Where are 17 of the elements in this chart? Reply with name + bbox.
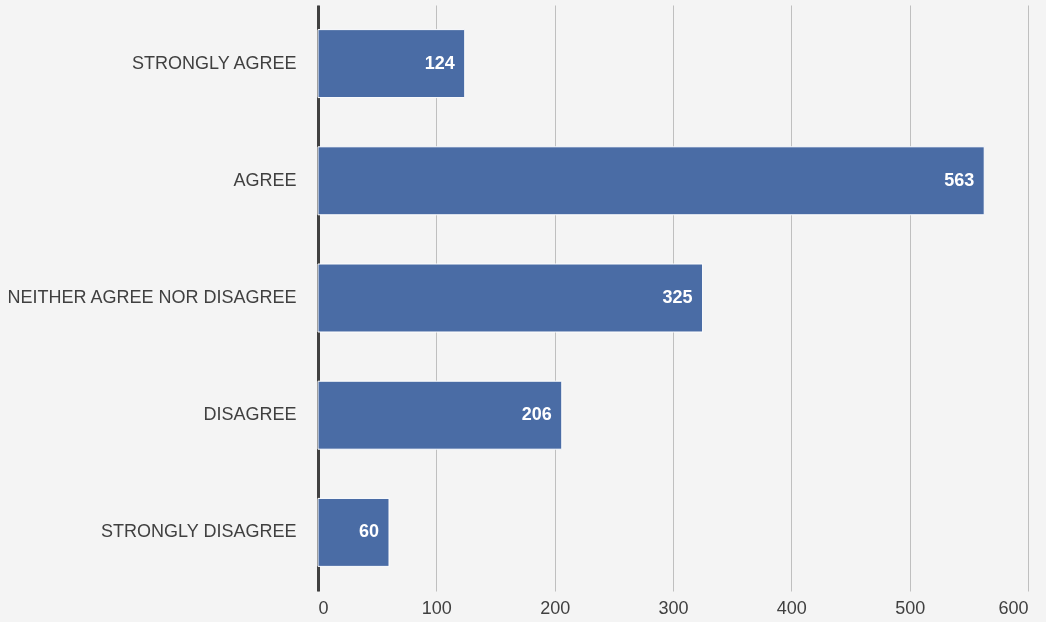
- data-label: 325: [662, 287, 693, 307]
- x-tick-label: 600: [998, 597, 1029, 618]
- y-tick-label: AGREE: [233, 169, 297, 190]
- y-tick-label: NEITHER AGREE NOR DISAGREE: [7, 287, 297, 307]
- x-tick-label: 500: [895, 597, 926, 618]
- x-tick-label: 200: [540, 597, 571, 618]
- y-tick-label: STRONGLY AGREE: [132, 52, 297, 73]
- x-tick-label: 300: [658, 597, 689, 618]
- x-tick-label: 400: [776, 597, 807, 618]
- y-tick-label: DISAGREE: [203, 404, 297, 425]
- x-tick-label: 100: [421, 597, 452, 618]
- data-label: 124: [424, 52, 455, 73]
- data-label: 206: [521, 404, 552, 425]
- x-tick-label: 0: [318, 597, 329, 618]
- y-tick-label: STRONGLY DISAGREE: [101, 521, 297, 542]
- data-label: 60: [358, 521, 379, 542]
- data-label: 563: [944, 169, 975, 190]
